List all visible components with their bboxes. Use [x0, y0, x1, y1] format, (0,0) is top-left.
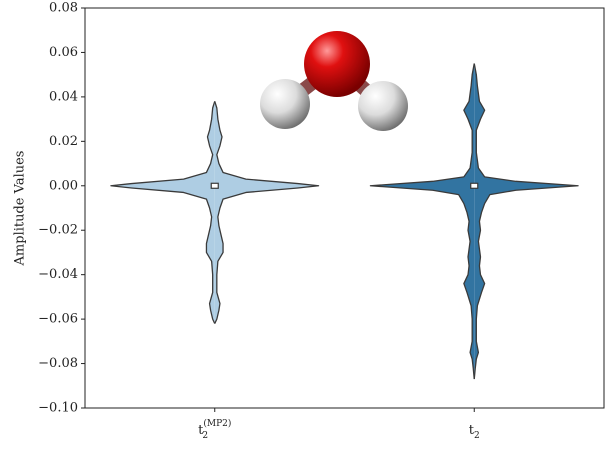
y-tick-label: 0.04: [49, 89, 78, 104]
y-axis-label: Amplitude Values: [13, 151, 28, 267]
molecule-illustration: [260, 31, 408, 131]
x-tick-label: t(MP2) 2: [198, 418, 231, 441]
label-sub: 2: [202, 431, 208, 441]
y-tick-label: 0.02: [49, 134, 78, 149]
y-tick-label: −0.10: [38, 401, 78, 416]
violin-half: [369, 63, 475, 380]
median-marker: [210, 182, 219, 189]
x-tick-label: t2: [469, 423, 480, 441]
y-tick-label: 0.00: [49, 178, 78, 193]
y-tick-label: 0.06: [49, 45, 78, 60]
y-tick-label: 0.08: [49, 1, 78, 16]
violin-half: [473, 63, 579, 380]
label-sup: (MP2): [203, 418, 231, 429]
y-tick-label: −0.06: [38, 312, 78, 327]
y-tick-label: −0.02: [38, 223, 78, 238]
label-sub: 2: [474, 431, 480, 441]
label-main: t: [198, 423, 204, 438]
plot-area: [110, 63, 579, 380]
violin-half: [110, 101, 216, 324]
axes-frame: [84, 7, 605, 409]
median-marker: [470, 182, 479, 189]
y-tick-label: −0.08: [38, 356, 78, 371]
violin-half: [214, 101, 320, 324]
y-tick-label: −0.04: [38, 267, 78, 282]
label-main: t: [469, 423, 475, 438]
